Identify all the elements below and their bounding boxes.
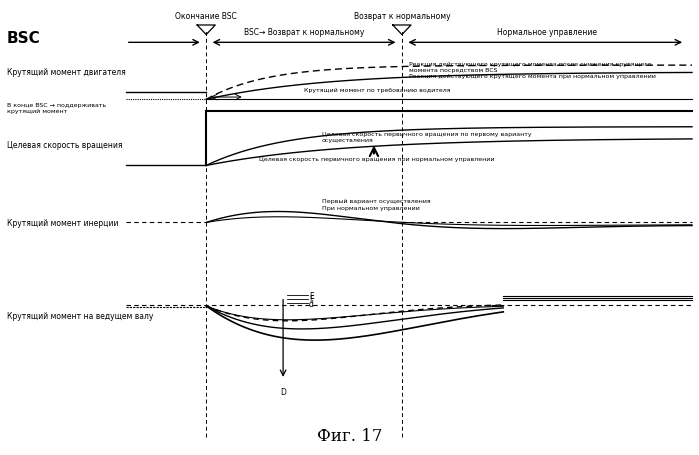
Text: Целевая скорость первичного вращения по первому варианту
осуществления: Целевая скорость первичного вращения по …	[322, 132, 531, 143]
Text: Целевая скорость вращения: Целевая скорость вращения	[7, 141, 122, 150]
Text: Крутящий момент по требованию водителя: Крутящий момент по требованию водителя	[304, 87, 451, 92]
Text: Окончание BSC: Окончание BSC	[175, 12, 237, 21]
Text: Первый вариант осуществления: Первый вариант осуществления	[322, 198, 430, 203]
Text: Реакция действующего крутящего момента при нормальном управлении: Реакция действующего крутящего момента п…	[409, 74, 656, 79]
Text: F: F	[309, 294, 313, 303]
Text: В конце BSC → поддерживать
крутящий момент: В конце BSC → поддерживать крутящий моме…	[7, 102, 106, 113]
Text: D: D	[280, 387, 286, 396]
Text: Крутящий момент двигателя: Крутящий момент двигателя	[7, 68, 126, 77]
Text: BSC: BSC	[7, 31, 41, 46]
Text: Реакция действующего крутящего момента после снижения крутящего
момента посредст: Реакция действующего крутящего момента п…	[409, 61, 651, 72]
Text: Целевая скорость первичного вращения при нормальном управлении: Целевая скорость первичного вращения при…	[259, 157, 494, 162]
Text: E: E	[309, 291, 314, 300]
Text: Крутящий момент инерции: Крутящий момент инерции	[7, 218, 118, 228]
Text: Нормальное управление: Нормальное управление	[497, 28, 597, 37]
Text: d: d	[309, 299, 314, 308]
Text: Фиг. 17: Фиг. 17	[317, 427, 382, 444]
Text: BSC→ Возврат к нормальному: BSC→ Возврат к нормальному	[244, 28, 364, 37]
Text: Возврат к нормальному: Возврат к нормальному	[354, 12, 450, 21]
Text: Крутящий момент на ведущем валу: Крутящий момент на ведущем валу	[7, 312, 153, 321]
Text: При нормальном управлении: При нормальном управлении	[322, 206, 419, 211]
